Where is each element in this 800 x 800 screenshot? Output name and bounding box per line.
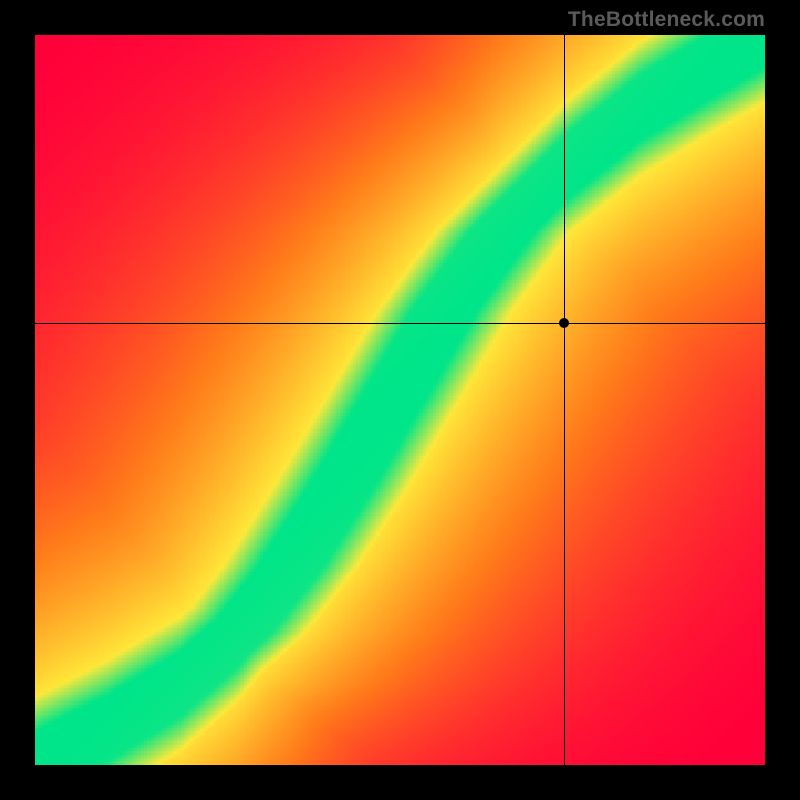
crosshair-horizontal [35, 323, 765, 325]
chart-frame: TheBottleneck.com [0, 0, 800, 800]
watermark-text: TheBottleneck.com [568, 8, 765, 32]
heatmap-canvas [35, 35, 765, 765]
crosshair-marker [559, 318, 569, 328]
crosshair-vertical [564, 35, 566, 765]
plot-area [35, 35, 765, 765]
